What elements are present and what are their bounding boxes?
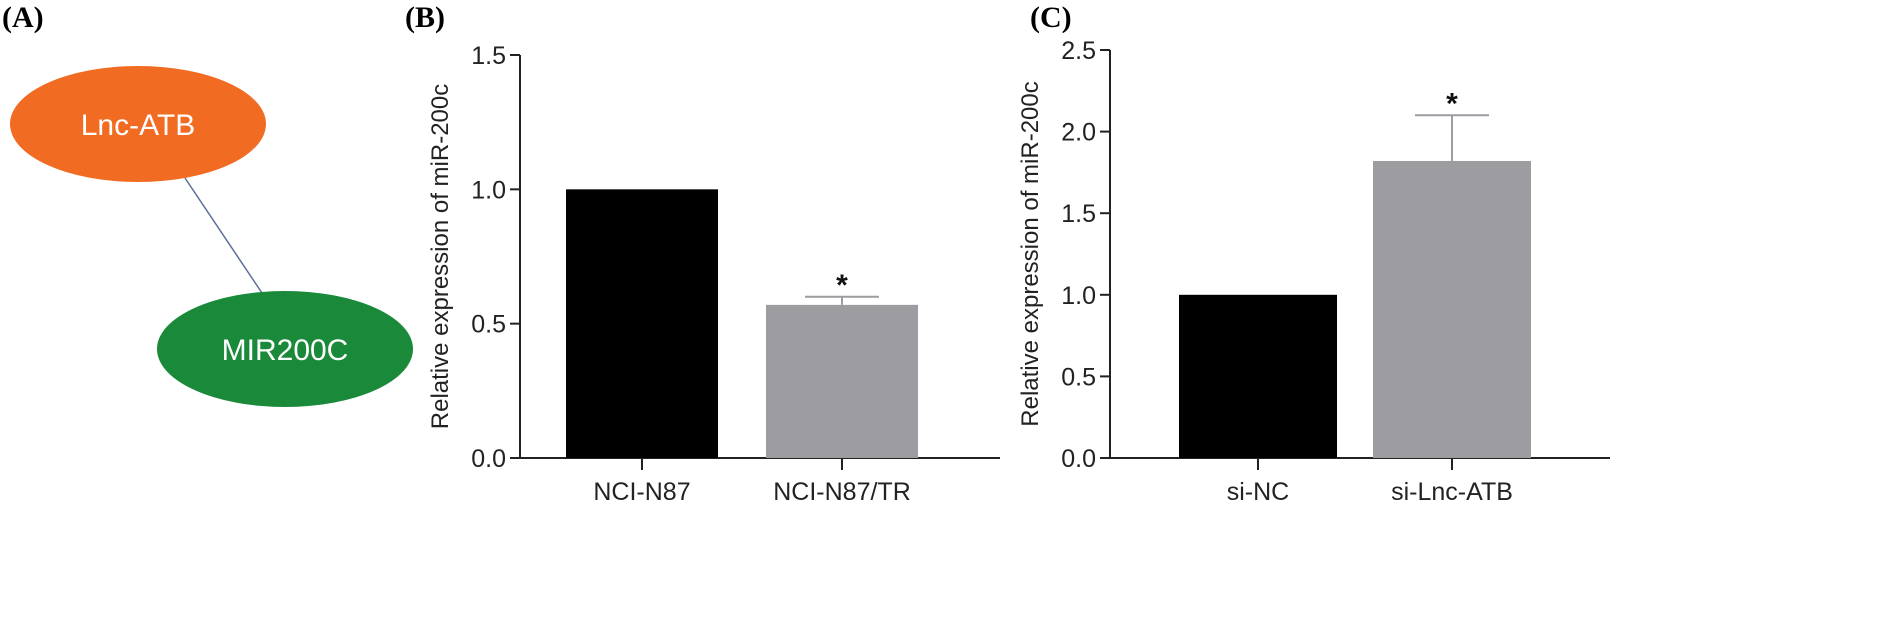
- panel-a-label: (A): [2, 1, 44, 34]
- significance-marker: *: [836, 269, 848, 302]
- bar-si-lnc-atb: [1373, 160, 1531, 458]
- y-tick-label: 0.5: [471, 311, 506, 339]
- y-tick-label: 1.5: [1061, 200, 1096, 228]
- y-tick-label: 1.0: [471, 176, 506, 204]
- x-tick-label: NCI-N87/TR: [773, 478, 911, 506]
- panel-c-label: (C): [1030, 1, 1072, 34]
- network-edge: [184, 177, 263, 294]
- panel-b-label: (B): [405, 1, 445, 34]
- significance-marker: *: [1446, 87, 1458, 120]
- y-tick-label: 0.0: [471, 445, 506, 473]
- bar-nci-n87/tr: [766, 304, 918, 458]
- y-axis-title: Relative expression of miR-200c: [427, 84, 454, 429]
- y-axis-title: Relative expression of miR-200c: [1017, 81, 1044, 426]
- bar-nci-n87: [566, 189, 718, 459]
- x-tick-label: si-Lnc-ATB: [1391, 478, 1513, 506]
- chart-c: 0.0 0.5 1.0 1.5 2.0 2.5 Relative expression of…: [1017, 37, 1610, 506]
- y-tick-label: 0.5: [1061, 363, 1096, 391]
- node-mir200c: [157, 291, 413, 407]
- x-tick-label: si-NC: [1227, 478, 1290, 506]
- y-tick-label: 1.0: [1061, 282, 1096, 310]
- y-tick-label: 2.0: [1061, 119, 1096, 147]
- y-tick-label: 0.0: [1061, 445, 1096, 473]
- node-mir200c-label: MIR200C: [222, 334, 349, 367]
- y-tick-label: 1.5: [471, 42, 506, 70]
- chart-b: 0.0 0.5 1.0 1.5 Relative expression of miR-2…: [427, 42, 1000, 506]
- y-tick-label: 2.5: [1061, 37, 1096, 65]
- node-lnc-atb-label: Lnc-ATB: [81, 109, 195, 142]
- x-tick-label: NCI-N87: [593, 478, 690, 506]
- node-lnc-atb: [10, 66, 266, 182]
- bar-si-nc: [1179, 294, 1337, 458]
